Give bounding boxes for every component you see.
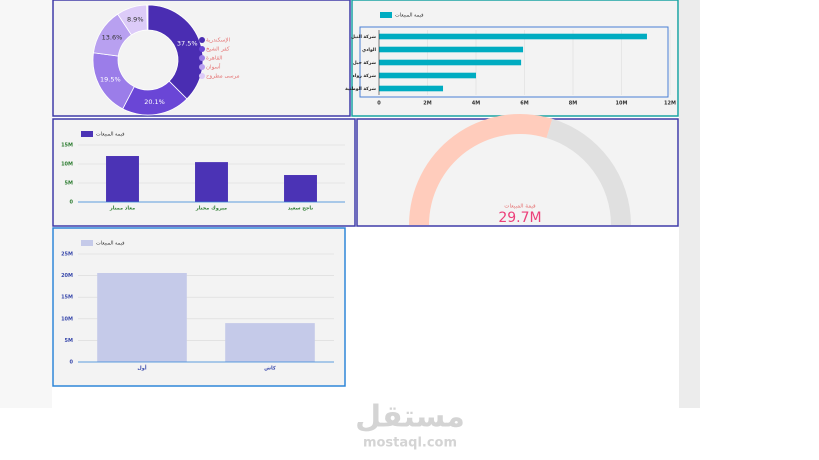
donut-slice	[117, 4, 148, 36]
y-tick-label: شركة النيل	[351, 34, 377, 40]
slice-label: 37.5%	[177, 40, 198, 48]
x-tick-label: معاذ ممتاز	[109, 206, 135, 212]
x-tick-label: 2M	[423, 101, 431, 107]
legend-swatch	[199, 46, 205, 52]
watermark-url: mostaql.com	[363, 436, 457, 451]
legend-label: القاهرة	[206, 56, 223, 62]
bar	[379, 46, 524, 53]
x-tick-label: 6M	[520, 101, 528, 107]
legend-swatch	[199, 73, 205, 79]
bar	[379, 85, 444, 92]
legend-swatch	[81, 131, 93, 137]
y-tick-label: 15M	[61, 295, 73, 301]
x-tick-label: مبروك مختار	[195, 206, 227, 212]
legend-label: قيمة المبيعات	[96, 132, 125, 138]
bar	[379, 33, 647, 40]
y-tick-label: 5M	[65, 338, 73, 344]
slice-label: 19.5%	[100, 76, 121, 84]
y-tick-label: شركة الوطنية	[345, 86, 376, 92]
scrollbar	[679, 0, 700, 408]
plot-frame	[359, 26, 669, 98]
y-tick-label: 0	[70, 360, 74, 366]
y-tick-label: 10M	[61, 316, 73, 322]
legend-swatch	[380, 12, 392, 18]
gauge-track	[546, 118, 631, 225]
slice-label: 13.6%	[102, 33, 123, 41]
y-tick-label: 25M	[61, 252, 73, 258]
legend-label: كفر الشيخ	[206, 46, 230, 53]
bar	[284, 175, 317, 202]
legend-label: قيمة المبيعات	[395, 13, 424, 19]
legend-label: أسوان	[206, 63, 221, 71]
watermark-logo: مستقل	[355, 400, 465, 435]
y-tick-label: 20M	[61, 273, 73, 279]
gauge-value	[409, 114, 553, 225]
x-tick-label: 10M	[616, 101, 628, 107]
legend-swatch	[199, 64, 205, 70]
bar	[379, 72, 476, 79]
y-tick-label: شركة جبل	[353, 60, 377, 66]
gauge-value-label: 29.7M	[498, 210, 541, 226]
slice-label: 8.9%	[127, 15, 144, 23]
y-tick-label: شركة رواء	[353, 73, 377, 79]
y-tick-label: الوادي	[362, 48, 376, 53]
y-tick-label: 10M	[61, 162, 73, 168]
legend-label: الإسكندرية	[206, 37, 230, 44]
bar	[97, 273, 187, 362]
slice-label: 20.1%	[144, 98, 165, 106]
x-tick-label: كاش	[264, 366, 276, 372]
bar	[106, 156, 139, 202]
legend-swatch	[199, 37, 205, 43]
x-tick-label: أول	[137, 365, 146, 372]
donut-slice	[147, 4, 204, 100]
x-tick-label: 4M	[472, 101, 480, 107]
y-tick-label: 15M	[61, 143, 73, 149]
side-margin	[0, 0, 52, 408]
y-tick-label: 0	[70, 200, 74, 206]
y-tick-label: 5M	[65, 181, 73, 187]
legend-swatch	[199, 55, 205, 61]
x-tick-label: ناجح سعيد	[288, 206, 313, 212]
bar	[195, 162, 228, 202]
legend-label: قيمة المبيعات	[96, 241, 125, 247]
bar	[379, 59, 522, 66]
x-tick-label: 0	[377, 101, 381, 107]
gauge-title: قيمة المبيعات	[504, 204, 536, 210]
legend-label: مرسى مطروح	[206, 74, 240, 80]
bar	[225, 323, 315, 362]
legend-swatch	[81, 240, 93, 246]
x-tick-label: 8M	[569, 101, 577, 107]
x-tick-label: 12M	[664, 101, 676, 107]
